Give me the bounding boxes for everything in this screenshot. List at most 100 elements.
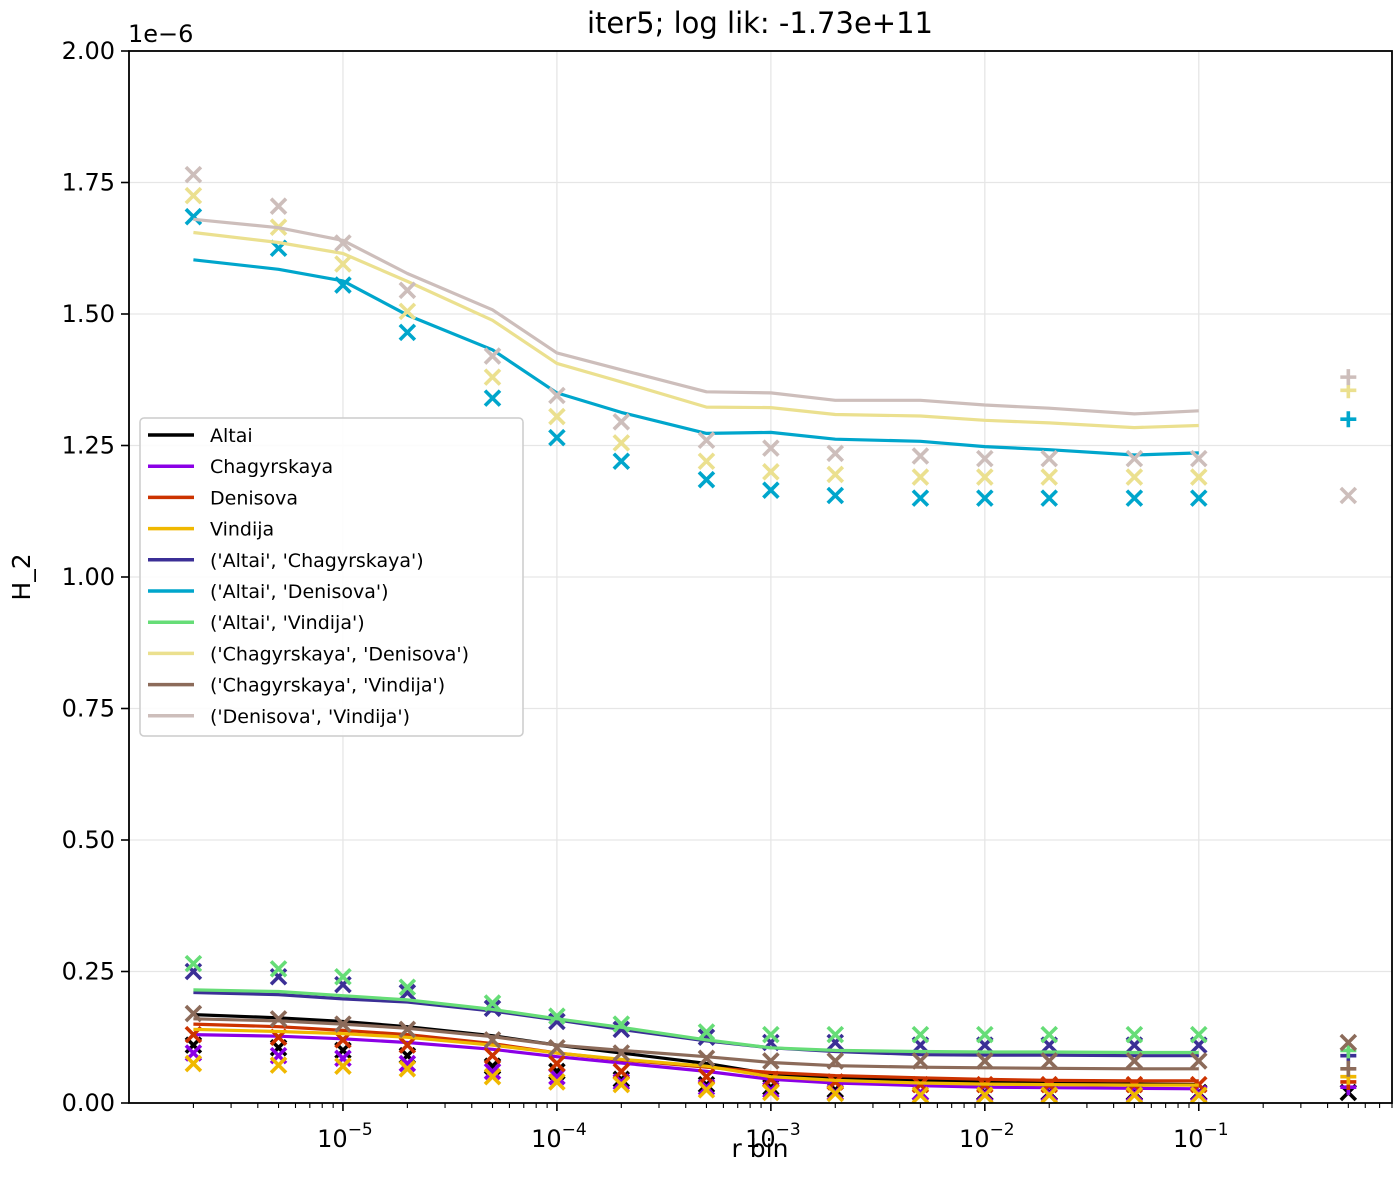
observed-point <box>976 449 994 468</box>
series-7 <box>184 186 1357 486</box>
x-tick-label: 10−3 <box>745 1120 801 1153</box>
observed-point <box>697 452 716 471</box>
series-3 <box>184 1027 1357 1104</box>
y-tick-label: 1.00 <box>62 563 115 591</box>
extra-point <box>1340 369 1357 386</box>
observed-point <box>483 1046 502 1065</box>
observed-point <box>1190 449 1208 468</box>
observed-point <box>398 323 417 342</box>
observed-point <box>184 954 203 973</box>
observed-point <box>1125 1086 1144 1104</box>
observed-point <box>612 1044 631 1062</box>
observed-point <box>1190 1086 1208 1104</box>
observed-point <box>334 1015 352 1033</box>
observed-point <box>612 1075 631 1094</box>
observed-point <box>483 368 502 386</box>
observed-point <box>826 1084 845 1103</box>
observed-point <box>334 234 352 252</box>
observed-point <box>612 434 631 452</box>
observed-point <box>1040 449 1059 468</box>
model-line <box>193 1013 1199 1087</box>
legend-label: ('Chagyrskaya', 'Vindija') <box>210 675 445 697</box>
observed-point <box>1040 1052 1059 1070</box>
observed-point <box>548 1038 566 1057</box>
observed-point <box>1125 489 1144 507</box>
legend-label: Altai <box>210 425 253 447</box>
observed-point <box>1190 468 1208 486</box>
y-tick-label: 0.00 <box>62 1089 115 1117</box>
observed-point <box>612 1062 631 1081</box>
observed-point <box>548 428 566 447</box>
observed-point <box>483 347 502 365</box>
legend-item: ('Altai', 'Vindija') <box>148 612 365 634</box>
y-tick-label: 1.25 <box>62 432 115 460</box>
legend-label: ('Altai', 'Chagyrskaya') <box>210 550 424 572</box>
chart-title: iter5; log lik: -1.73e+11 <box>587 6 933 40</box>
observed-point <box>911 1083 930 1102</box>
series-6 <box>184 954 1357 1059</box>
legend-item: ('Chagyrskaya', 'Vindija') <box>148 675 445 697</box>
observed-point <box>483 1062 502 1081</box>
legend-item: Vindija <box>148 519 274 541</box>
observed-point <box>398 1036 417 1054</box>
observed-point <box>269 1010 288 1028</box>
legend-label: Denisova <box>210 487 298 509</box>
observed-point <box>184 165 203 184</box>
observed-point <box>612 452 631 471</box>
x-tick-label: 10−1 <box>1173 1120 1229 1153</box>
x-tick-label: 10−2 <box>959 1120 1015 1153</box>
y-axis-label: H_2 <box>7 553 36 600</box>
observed-point <box>1190 489 1208 507</box>
observed-point <box>762 1083 780 1102</box>
observed-point <box>398 978 417 997</box>
y-tick-label: 0.25 <box>62 958 115 986</box>
observed-point <box>976 1052 994 1070</box>
observed-point <box>548 1073 566 1091</box>
observed-point <box>976 489 994 507</box>
observed-point <box>697 1081 716 1099</box>
observed-point <box>184 186 203 205</box>
legend-item: Chagyrskaya <box>148 456 333 478</box>
observed-point <box>911 1025 930 1044</box>
observed-point <box>269 960 288 978</box>
y-tick-label: 0.50 <box>62 826 115 854</box>
legend-label: ('Altai', 'Vindija') <box>210 612 365 634</box>
legend-item: ('Altai', 'Denisova') <box>148 581 389 603</box>
observed-point <box>697 431 716 450</box>
observed-point <box>826 1052 845 1070</box>
observed-point <box>1040 489 1059 507</box>
axis-ticks: 0.00 0.25 0.50 0.75 1.00 1.25 1.50 1.75 2.00 10−5… <box>62 37 1393 1153</box>
observed-point <box>612 1015 631 1033</box>
observed-point <box>911 489 930 507</box>
observed-point <box>697 1049 716 1068</box>
legend-label: Vindija <box>210 519 274 541</box>
series-9 <box>184 165 1358 505</box>
observed-point <box>483 1067 502 1086</box>
observed-point <box>334 276 352 294</box>
observed-point <box>911 468 930 486</box>
observed-point <box>697 1023 716 1041</box>
observed-point <box>762 1025 780 1044</box>
observed-point <box>697 1028 716 1047</box>
model-line <box>193 230 1199 430</box>
legend-item: Altai <box>148 425 253 447</box>
observed-point <box>398 281 417 300</box>
observed-point <box>548 1067 566 1086</box>
observed-point <box>762 439 780 457</box>
observed-point <box>1040 468 1059 486</box>
extra-point <box>1339 1033 1358 1052</box>
series-8 <box>184 1004 1358 1077</box>
y-tick-label: 0.75 <box>62 695 115 723</box>
observed-point <box>1125 1025 1144 1044</box>
observed-point <box>334 967 352 986</box>
legend-item: ('Altai', 'Chagyrskaya') <box>148 550 424 572</box>
observed-point <box>1125 449 1144 468</box>
x-axis-label: r bin <box>732 1134 789 1163</box>
observed-point <box>548 1007 566 1025</box>
observed-point <box>911 1086 930 1104</box>
observed-point <box>184 1054 203 1073</box>
observed-point <box>762 481 780 499</box>
observed-point <box>548 386 566 405</box>
observed-point <box>483 1031 502 1049</box>
